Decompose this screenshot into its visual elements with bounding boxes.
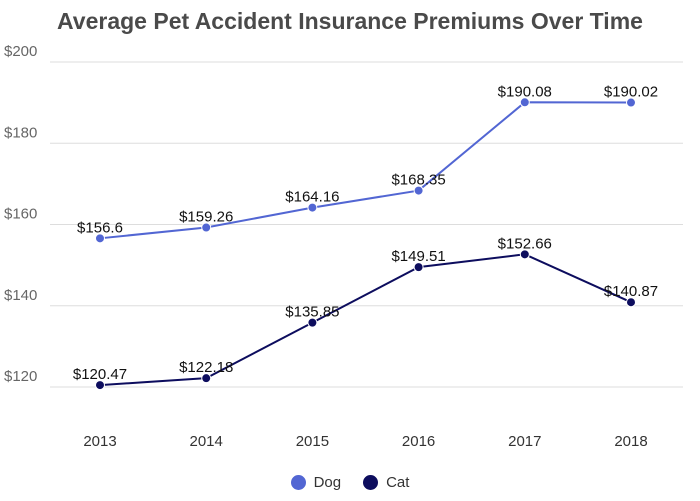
legend-label-cat: Cat — [386, 474, 410, 491]
chart-title: Average Pet Accident Insurance Premiums … — [57, 8, 643, 34]
y-tick-label-140: $140 — [4, 287, 37, 304]
data-label-cat-2018: $140.87 — [604, 283, 658, 300]
legend-dot-cat — [363, 475, 379, 490]
data-label-cat-2015: $135.85 — [285, 304, 339, 321]
data-label-dog-2016: $168.35 — [391, 172, 445, 189]
data-label-dog-2015: $164.16 — [285, 189, 339, 206]
legend-item-dog[interactable]: Dog — [290, 474, 342, 491]
series-line-cat — [99, 253, 632, 387]
x-tick-label-2016: 2016 — [402, 433, 435, 450]
data-point-cat-2014 — [201, 373, 212, 384]
x-tick-label-2014: 2014 — [190, 433, 223, 450]
y-tick-label-180: $180 — [4, 124, 37, 141]
x-tick-label-2013: 2013 — [83, 433, 116, 450]
data-point-dog-2015 — [307, 202, 318, 213]
data-label-cat-2016: $149.51 — [391, 248, 445, 265]
series-line-dog — [99, 101, 632, 240]
data-point-dog-2018 — [626, 97, 636, 108]
y-tick-label-200: $200 — [4, 43, 37, 60]
y-tick-label-160: $160 — [4, 206, 37, 223]
data-label-cat-2014: $122.18 — [179, 359, 233, 376]
data-point-cat-2013 — [95, 380, 105, 391]
data-point-dog-2016 — [413, 185, 424, 196]
data-point-dog-2013 — [95, 233, 105, 244]
data-label-dog-2017: $190.08 — [498, 83, 552, 100]
x-tick-label-2018: 2018 — [614, 433, 647, 450]
data-label-dog-2018: $190.02 — [604, 84, 658, 101]
legend-item-cat[interactable]: Cat — [363, 474, 409, 491]
legend-label-dog: Dog — [313, 474, 342, 491]
y-tick-label-120: $120 — [4, 368, 37, 385]
data-label-cat-2017: $152.66 — [498, 235, 552, 252]
x-tick-label-2015: 2015 — [296, 433, 329, 450]
data-point-cat-2016 — [413, 262, 424, 273]
data-label-dog-2014: $159.26 — [179, 209, 233, 226]
legend: Dog Cat — [0, 474, 700, 491]
data-point-cat-2015 — [307, 317, 318, 328]
data-point-cat-2017 — [519, 249, 530, 260]
data-point-dog-2017 — [519, 97, 530, 108]
legend-dot-dog — [290, 475, 306, 490]
data-point-dog-2014 — [201, 222, 212, 233]
data-label-dog-2013: $156.6 — [77, 219, 123, 236]
data-point-cat-2018 — [626, 297, 636, 308]
data-label-cat-2013: $120.47 — [73, 366, 127, 383]
x-tick-label-2017: 2017 — [508, 433, 541, 450]
